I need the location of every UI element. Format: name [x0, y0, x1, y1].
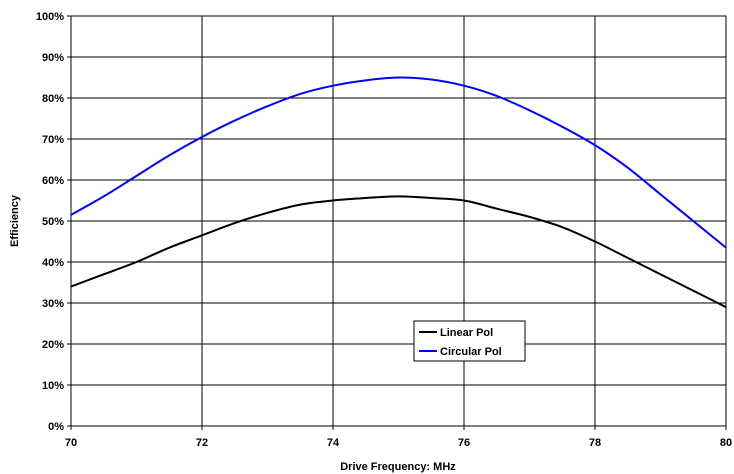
- x-tick-label: 72: [196, 437, 208, 449]
- x-tick-label: 80: [720, 437, 732, 449]
- y-tick-label: 10%: [42, 380, 64, 392]
- x-tick-label: 70: [65, 437, 77, 449]
- legend-box: [413, 320, 526, 362]
- x-tick-label: 76: [458, 437, 470, 449]
- x-axis-title: Drive Frequency: MHz: [340, 461, 456, 473]
- y-tick-label: 0%: [48, 421, 64, 433]
- series-line-linear-pol: [70, 195, 727, 308]
- x-tick-labels: 70 72 74 76 78 80: [65, 437, 732, 449]
- series-lines: [70, 76, 727, 308]
- y-tick-label: 50%: [42, 216, 64, 228]
- y-tick-label: 100%: [36, 11, 64, 23]
- x-tick-label: 74: [327, 437, 340, 449]
- y-axis-title: Efficiency: [9, 194, 21, 247]
- y-tick-label: 20%: [42, 339, 64, 351]
- y-tick-label: 30%: [42, 298, 64, 310]
- y-tick-label: 60%: [42, 175, 64, 187]
- y-tick-label: 90%: [42, 52, 64, 64]
- series-line-circular-pol: [70, 76, 727, 249]
- legend-label-linear-pol: Linear Pol: [440, 327, 493, 339]
- y-tick-label: 80%: [42, 93, 64, 105]
- legend: Linear Pol Circular Pol: [413, 320, 526, 362]
- plot-area-frame: [70, 15, 727, 427]
- y-tick-labels: 0% 10% 20% 30% 40% 50% 60% 70% 80% 90% 100%: [36, 11, 64, 433]
- x-tick-label: 78: [589, 437, 601, 449]
- legend-label-circular-pol: Circular Pol: [440, 346, 502, 358]
- y-tick-label: 40%: [42, 257, 64, 269]
- y-tick-label: 70%: [42, 134, 64, 146]
